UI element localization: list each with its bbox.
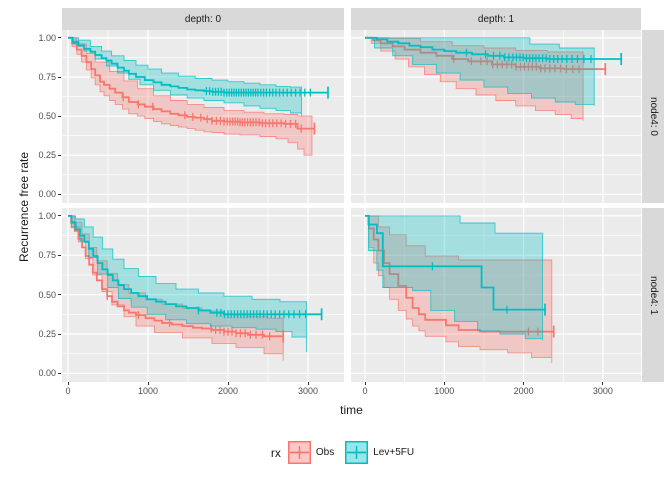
- obs-censor-ticks: [122, 93, 302, 133]
- facet-strip-node4-1: node4: 1: [642, 208, 664, 382]
- lev5fu-censor-ticks: [431, 262, 508, 314]
- facet-strip-node4-0: node4: 0: [642, 30, 664, 203]
- lev5fu-key-icon: [345, 441, 369, 464]
- obs-censor-ticks: [106, 292, 271, 341]
- y-axis-tick: [58, 154, 61, 156]
- facet-strip-label: depth: 1: [477, 13, 515, 25]
- obs-confidence-ribbon: [365, 215, 553, 364]
- y-axis-tick: [58, 294, 61, 296]
- x-axis-tick: [443, 382, 445, 385]
- panel-depth0-node4-0: [62, 30, 344, 203]
- lev5fu-censor-ticks: [465, 48, 592, 63]
- y-tick-label: 1.00: [38, 32, 56, 43]
- obs-key-icon: [287, 441, 311, 464]
- y-axis-tick: [58, 215, 61, 217]
- panel-depth0-node4-1: [62, 208, 344, 382]
- x-axis-tick: [227, 382, 229, 385]
- y-tick-label: 0.75: [38, 72, 56, 82]
- y-axis-tick: [58, 193, 61, 195]
- y-tick-label: 0.00: [38, 189, 56, 200]
- panel-depth1-node4-0: [351, 30, 641, 203]
- legend-label-obs: Obs: [315, 447, 335, 458]
- y-tick-label: 0.50: [38, 289, 56, 300]
- y-axis-title: Recurrence free rate: [17, 151, 31, 263]
- x-axis-title: time: [340, 403, 363, 417]
- x-axis-tick: [523, 382, 525, 385]
- legend-title: rx: [270, 445, 281, 460]
- lev5fu-survival-line: [365, 215, 545, 311]
- x-tick-label: 0: [65, 386, 71, 396]
- x-tick-label: 1000: [434, 386, 455, 396]
- legend-inner: rx Obs Lev+5FU: [271, 441, 425, 464]
- x-tick-label: 2000: [513, 386, 534, 396]
- x-tick-label: 2000: [217, 386, 239, 396]
- y-tick-label: 0.25: [38, 150, 56, 161]
- y-axis-tick: [58, 76, 61, 78]
- y-axis-tick: [58, 37, 61, 39]
- obs-survival-line: [68, 215, 284, 338]
- y-tick-label: 0.50: [38, 111, 56, 122]
- obs-survival-line: [365, 215, 554, 333]
- facet-strip-depth-0: depth: 0: [62, 8, 344, 30]
- x-axis-tick: [67, 382, 69, 385]
- lev5fu-censor-ticks: [205, 87, 312, 97]
- y-tick-label: 0.00: [38, 368, 56, 379]
- legend-label-lev5fu: Lev+5FU: [373, 447, 415, 458]
- facet-strip-label: node4: 0: [647, 97, 659, 136]
- lev5fu-survival-line: [365, 36, 622, 60]
- y-axis-tick: [58, 372, 61, 374]
- obs-censor-ticks: [453, 55, 580, 74]
- x-axis-tick: [307, 382, 309, 385]
- obs-survival-line: [365, 36, 606, 70]
- y-tick-label: 0.75: [38, 250, 56, 261]
- y-axis-tick: [58, 333, 61, 335]
- legend: rx Obs Lev+5FU: [0, 441, 672, 464]
- x-tick-label: 3000: [297, 386, 319, 396]
- facet-strip-depth-1: depth: 1: [351, 8, 641, 30]
- panel-depth1-node4-1: [351, 208, 641, 382]
- x-axis-tick: [147, 382, 149, 385]
- x-axis-tick: [602, 382, 604, 385]
- x-tick-label: 1000: [137, 386, 159, 396]
- lev5fu-survival-line: [68, 215, 322, 316]
- lev5fu-censor-ticks: [197, 306, 307, 319]
- facet-strip-label: node4: 1: [647, 275, 659, 315]
- y-tick-label: 1.00: [38, 210, 56, 221]
- legend-item-lev5fu: Lev+5FU: [345, 441, 414, 464]
- x-tick-label: 3000: [592, 386, 613, 396]
- lev5fu-survival-line: [68, 36, 328, 94]
- legend-item-obs: Obs: [287, 441, 335, 464]
- x-tick-label: 0: [362, 386, 368, 396]
- x-axis-tick: [364, 382, 366, 385]
- y-axis-tick: [58, 115, 61, 117]
- lev5fu-confidence-ribbon: [365, 37, 595, 106]
- facet-strip-label: depth: 0: [184, 13, 222, 25]
- y-tick-label: 0.25: [38, 329, 56, 339]
- y-axis-tick: [58, 254, 61, 256]
- obs-censor-ticks: [527, 327, 539, 336]
